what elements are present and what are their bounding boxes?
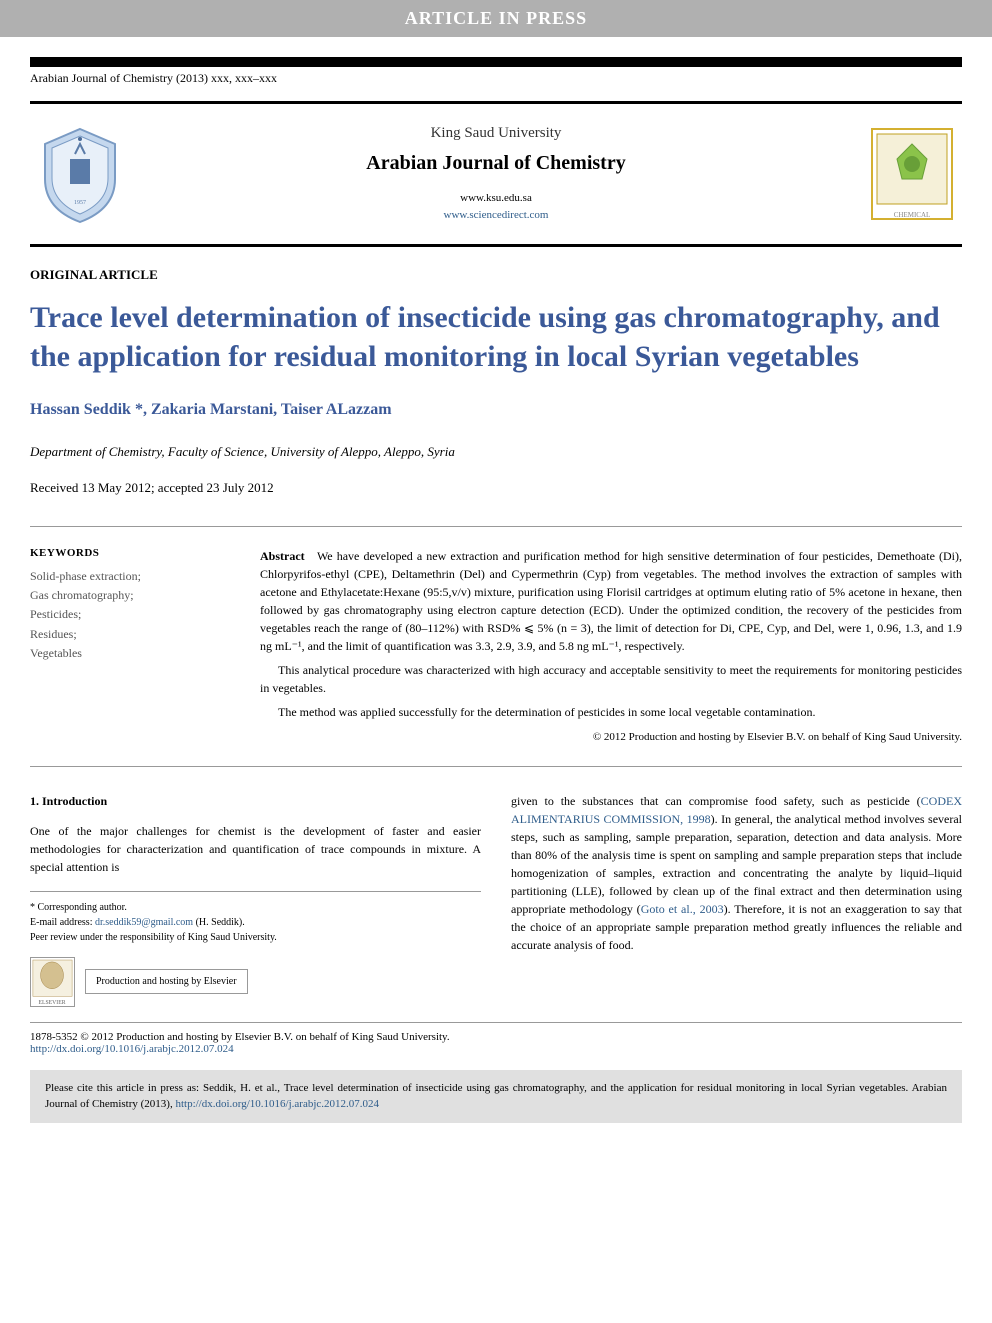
link-sciencedirect[interactable]: www.sciencedirect.com [130, 207, 862, 224]
divider [30, 526, 962, 527]
intro-heading: 1. Introduction [30, 792, 481, 810]
article-dates: Received 13 May 2012; accepted 23 July 2… [30, 480, 962, 496]
top-black-bar [30, 57, 962, 67]
society-logo: CHEMICAL [862, 119, 962, 229]
citation-doi-link[interactable]: http://dx.doi.org/10.1016/j.arabjc.2012.… [175, 1098, 379, 1110]
column-right: given to the substances that can comprom… [511, 792, 962, 1007]
affiliation: Department of Chemistry, Faculty of Scie… [30, 444, 962, 460]
abstract-p2: This analytical procedure was characteri… [260, 661, 962, 697]
article-in-press-banner: ARTICLE IN PRESS [0, 0, 992, 37]
main-content: 1. Introduction One of the major challen… [30, 792, 962, 1007]
citation-box: Please cite this article in press as: Se… [30, 1070, 962, 1123]
email-suffix: (H. Seddik). [193, 917, 245, 928]
university-name: King Saud University [130, 125, 862, 142]
svg-text:CHEMICAL: CHEMICAL [894, 211, 931, 219]
peer-review-note: Peer review under the responsibility of … [30, 930, 481, 945]
divider [30, 766, 962, 767]
abstract-p3: The method was applied successfully for … [260, 703, 962, 721]
svg-text:ELSEVIER: ELSEVIER [39, 999, 66, 1005]
article-title: Trace level determination of insecticide… [30, 298, 962, 376]
svg-text:1957: 1957 [74, 200, 86, 206]
footnotes: * Corresponding author. E-mail address: … [30, 891, 481, 1007]
email-label: E-mail address: [30, 917, 95, 928]
intro-text-col2: given to the substances that can comprom… [511, 792, 962, 954]
authors: Hassan Seddik *, Zakaria Marstani, Taise… [30, 401, 962, 419]
hosting-note: Production and hosting by Elsevier [85, 969, 248, 994]
email-link[interactable]: dr.seddik59@gmail.com [95, 917, 193, 928]
abstract-section: KEYWORDS Solid-phase extraction; Gas chr… [30, 547, 962, 746]
reference-link-goto[interactable]: Goto et al., 2003 [641, 902, 724, 916]
university-logo: 1957 [30, 119, 130, 229]
journal-reference: Arabian Journal of Chemistry (2013) xxx,… [30, 71, 962, 86]
doi-link[interactable]: http://dx.doi.org/10.1016/j.arabjc.2012.… [30, 1043, 234, 1055]
keywords-heading: KEYWORDS [30, 547, 230, 559]
corresponding-author: * Corresponding author. [30, 900, 481, 915]
journal-header: 1957 King Saud University Arabian Journa… [30, 101, 962, 247]
column-left: 1. Introduction One of the major challen… [30, 792, 481, 1007]
article-type: ORIGINAL ARTICLE [30, 267, 962, 283]
abstract-p1: We have developed a new extraction and p… [260, 549, 962, 653]
link-ksu[interactable]: www.ksu.edu.sa [130, 190, 862, 207]
keywords-list: Solid-phase extraction; Gas chromatograp… [30, 567, 230, 663]
journal-title: Arabian Journal of Chemistry [130, 152, 862, 175]
elsevier-logo: ELSEVIER [30, 957, 75, 1007]
intro-text-col1: One of the major challenges for chemist … [30, 822, 481, 876]
abstract-content: Abstract We have developed a new extract… [260, 547, 962, 746]
issn-copyright: 1878-5352 © 2012 Production and hosting … [30, 1022, 962, 1055]
abstract-label: Abstract [260, 549, 305, 563]
abstract-copyright: © 2012 Production and hosting by Elsevie… [260, 729, 962, 746]
